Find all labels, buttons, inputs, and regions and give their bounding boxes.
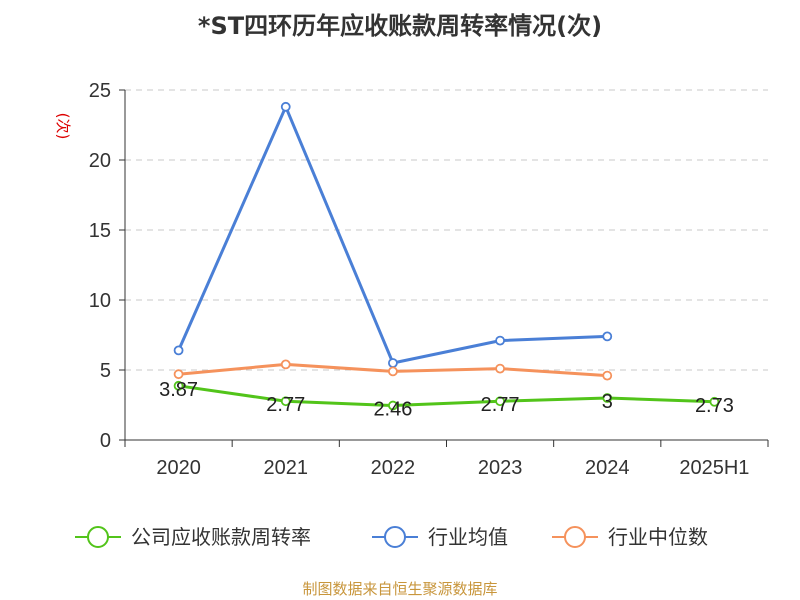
data-label: 2.46 [373,399,412,421]
data-point [495,363,505,374]
legend-item-2[interactable]: 行业中位数 [552,525,708,549]
gridlines [125,89,768,371]
chart-title: *ST四环历年应收账款周转率情况(次) [197,12,603,40]
y-tick-label: 10 [89,290,111,312]
x-tick-label: 2022 [371,457,416,479]
data-point [388,400,398,411]
data-source-note: 制图数据来自恒生聚源数据库 [302,580,498,598]
series-line-0 [178,384,715,408]
legend-marker-icon [87,526,109,548]
x-tick-label: 2023 [478,457,523,479]
data-point [495,335,505,346]
y-tick-label: 25 [89,80,111,102]
legend-item-1[interactable]: 行业均值 [372,525,508,549]
y-axis-unit: (次) [54,113,72,140]
data-label: 2.77 [481,394,520,416]
data-point [602,331,613,342]
legend[interactable]: 公司应收账款周转率 行业均值 行业中位数 [75,525,708,549]
data-label: 3 [602,391,613,413]
data-label: 3.87 [159,379,198,401]
data-point [602,370,613,381]
axes [124,90,768,441]
x-tick-label: 2025H1 [679,457,749,479]
y-tick-label: 5 [100,360,111,382]
data-point [173,369,184,380]
x-tick-label: 2024 [585,457,630,479]
data-point [602,393,613,403]
y-tick-label: 15 [89,220,111,242]
data-label: 2.73 [695,395,734,417]
data-point [173,380,184,391]
data-labels: 3.87 2.77 2.46 2.77 3 2.73 [159,379,734,421]
data-point [280,359,291,370]
data-point [388,358,398,368]
legend-label: 行业中位数 [608,525,708,549]
series-line-1 [177,105,608,365]
data-point [280,396,291,407]
legend-marker-icon [384,526,406,548]
data-point [709,396,720,407]
y-tick-label: 20 [89,150,111,172]
data-label: 2.77 [266,394,305,416]
x-axis-ticks: 2020 2021 2022 2023 2024 2025H1 [124,440,769,479]
legend-label: 行业均值 [428,525,508,549]
x-tick-label: 2021 [264,457,309,479]
legend-label: 公司应收账款周转率 [131,525,311,549]
data-point [280,101,291,112]
y-axis-ticks: 0 5 10 15 20 25 [89,80,125,452]
series-lines [173,101,720,411]
y-tick-label: 0 [100,430,111,452]
legend-marker-icon [564,526,586,548]
data-point [173,345,184,356]
data-point [495,396,505,407]
x-tick-label: 2020 [156,457,201,479]
legend-item-0[interactable]: 公司应收账款周转率 [75,525,311,549]
data-point [388,366,398,377]
